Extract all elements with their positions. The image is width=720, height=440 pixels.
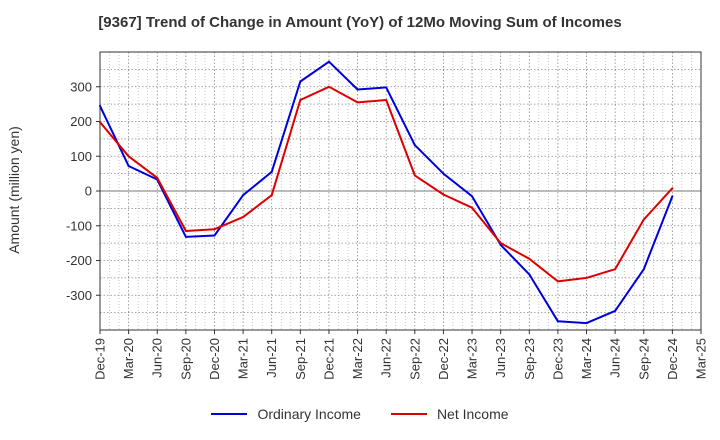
- data-point-ordinary-income: [585, 322, 588, 325]
- x-tick-label: Mar-20: [121, 338, 136, 379]
- y-tick-label: -200: [66, 253, 92, 268]
- data-point-net-income: [385, 98, 388, 101]
- y-tick-label: 0: [85, 184, 92, 199]
- legend-item-ordinary-income: Ordinary Income: [211, 406, 361, 422]
- x-tick-label: Dec-19: [93, 338, 108, 380]
- data-point-net-income: [299, 98, 302, 101]
- data-point-ordinary-income: [442, 172, 445, 175]
- y-tick-label: 200: [70, 114, 92, 129]
- data-point-ordinary-income: [184, 235, 187, 238]
- data-point-net-income: [614, 268, 617, 271]
- data-point-net-income: [156, 176, 159, 179]
- x-tick-label: Jun-24: [608, 338, 623, 378]
- data-point-ordinary-income: [471, 195, 474, 198]
- y-tick-label: -300: [66, 288, 92, 303]
- data-point-ordinary-income: [556, 320, 559, 323]
- legend-swatch-ordinary-income: [211, 413, 248, 415]
- data-point-net-income: [270, 194, 273, 197]
- data-point-ordinary-income: [99, 104, 101, 107]
- data-point-ordinary-income: [614, 309, 617, 312]
- data-point-net-income: [671, 187, 674, 190]
- data-point-net-income: [184, 229, 187, 232]
- data-point-ordinary-income: [242, 194, 245, 197]
- data-point-ordinary-income: [127, 164, 130, 167]
- data-point-ordinary-income: [528, 273, 531, 276]
- x-tick-label: Sep-24: [636, 338, 651, 380]
- x-tick-label: Mar-21: [236, 338, 251, 379]
- data-point-net-income: [642, 218, 645, 221]
- x-tick-label: Dec-21: [321, 338, 336, 380]
- y-tick-label: 100: [70, 149, 92, 164]
- data-point-net-income: [585, 276, 588, 279]
- x-tick-label: Sep-20: [178, 338, 193, 380]
- x-tick-label: Dec-20: [207, 338, 222, 380]
- data-point-ordinary-income: [413, 144, 416, 147]
- data-point-net-income: [413, 174, 416, 177]
- data-point-net-income: [499, 242, 502, 245]
- x-tick-label: Jun-20: [150, 338, 165, 378]
- legend-label-ordinary-income: Ordinary Income: [257, 406, 361, 422]
- x-tick-label: Mar-25: [694, 338, 709, 379]
- y-tick-label: -100: [66, 218, 92, 233]
- data-point-ordinary-income: [356, 88, 359, 91]
- data-point-ordinary-income: [213, 234, 216, 237]
- x-tick-label: Mar-24: [579, 338, 594, 379]
- data-point-net-income: [356, 101, 359, 104]
- legend-item-net-income: Net Income: [390, 406, 509, 422]
- x-tick-label: Sep-21: [293, 338, 308, 380]
- data-point-net-income: [99, 121, 101, 124]
- x-tick-label: Sep-23: [522, 338, 537, 380]
- x-tick-label: Jun-23: [493, 338, 508, 378]
- x-tick-label: Sep-22: [407, 338, 422, 380]
- data-point-ordinary-income: [270, 170, 273, 173]
- x-tick-label: Dec-23: [550, 338, 565, 380]
- chart-title: [9367] Trend of Change in Amount (YoY) o…: [98, 14, 622, 31]
- data-point-ordinary-income: [299, 80, 302, 83]
- data-point-net-income: [127, 155, 130, 158]
- data-point-net-income: [213, 228, 216, 231]
- data-point-net-income: [242, 216, 245, 219]
- data-point-ordinary-income: [327, 60, 330, 63]
- data-point-net-income: [471, 206, 474, 209]
- x-tick-label: Mar-23: [465, 338, 480, 379]
- x-tick-label: Dec-22: [436, 338, 451, 380]
- data-point-net-income: [556, 280, 559, 283]
- legend-label-net-income: Net Income: [436, 406, 509, 422]
- data-point-ordinary-income: [642, 268, 645, 271]
- x-tick-label: Jun-22: [379, 338, 394, 378]
- y-tick-label: 300: [70, 79, 92, 94]
- data-point-net-income: [442, 193, 445, 196]
- x-tick-label: Jun-21: [264, 338, 279, 378]
- x-tick-label: Mar-22: [350, 338, 365, 379]
- data-point-ordinary-income: [385, 86, 388, 89]
- data-point-net-income: [327, 85, 330, 88]
- data-point-net-income: [528, 257, 531, 260]
- legend: Ordinary Income Net Income: [0, 406, 720, 422]
- x-tick-label: Dec-24: [665, 338, 680, 380]
- data-point-ordinary-income: [671, 195, 674, 198]
- legend-swatch-net-income: [390, 413, 427, 415]
